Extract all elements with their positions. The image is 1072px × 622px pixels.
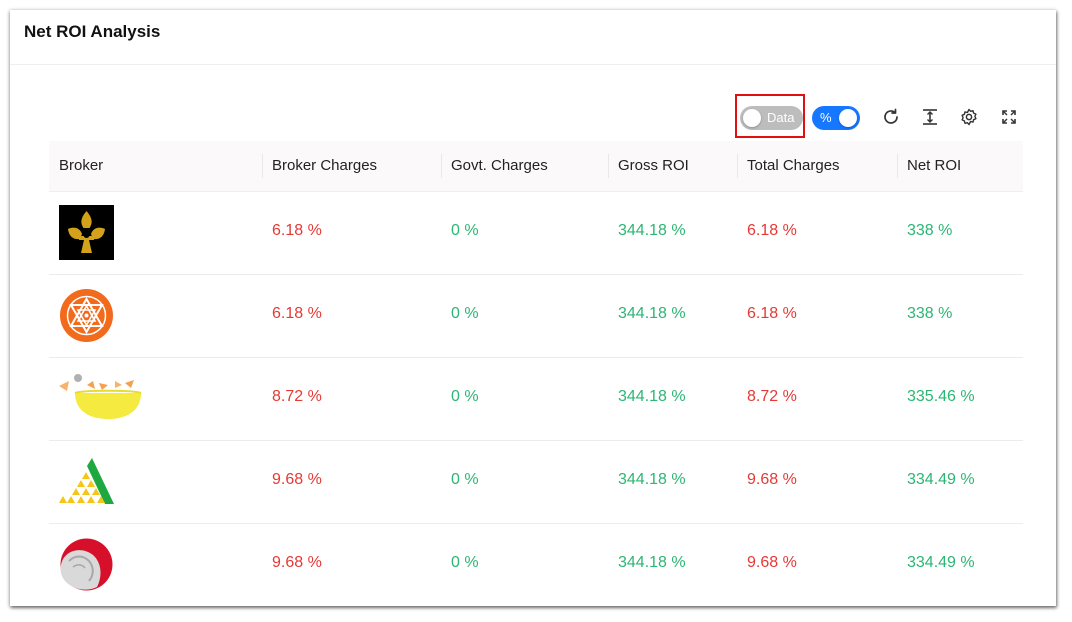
header-divider (10, 64, 1056, 65)
total-charges-value: 9.68 % (747, 554, 797, 571)
percent-toggle[interactable]: % (812, 106, 860, 130)
card-title: Net ROI Analysis (24, 22, 161, 41)
column-header-broker: Broker (59, 157, 104, 174)
broker-charges-value: 9.68 % (272, 554, 322, 571)
gross-roi-value: 344.18 % (618, 222, 686, 239)
triangle-logo (59, 454, 114, 509)
broker-charges-value: 6.18 % (272, 222, 322, 239)
data-toggle-label: Data (767, 110, 795, 125)
net-roi-card: Net ROI Analysis Data % Broker Broker Ch… (10, 10, 1056, 606)
toolbar: Data % (10, 94, 1056, 138)
column-separator (441, 154, 442, 178)
data-toggle[interactable]: Data (740, 106, 803, 130)
column-header-gross-roi: Gross ROI (618, 157, 689, 174)
govt-charges-value: 0 % (451, 554, 479, 571)
toggle-knob (743, 109, 761, 127)
net-roi-value: 335.46 % (907, 388, 975, 405)
net-roi-value: 334.49 % (907, 554, 975, 571)
sri-yantra-logo (59, 288, 114, 343)
table-row[interactable]: 8.72 % 0 % 344.18 % 8.72 % 335.46 % (49, 358, 1023, 441)
column-header-govt-charges: Govt. Charges (451, 157, 548, 174)
coin-logo (59, 537, 114, 592)
broker-charges-value: 6.18 % (272, 305, 322, 322)
total-charges-value: 6.18 % (747, 305, 797, 322)
table-row[interactable]: 6.18 % 0 % 344.18 % 6.18 % 338 % (49, 275, 1023, 358)
column-separator (737, 154, 738, 178)
column-separator (897, 154, 898, 178)
yellow-bowl-logo (59, 371, 142, 426)
total-charges-value: 6.18 % (747, 222, 797, 239)
column-separator (262, 154, 263, 178)
govt-charges-value: 0 % (451, 388, 479, 405)
column-header-net-roi: Net ROI (907, 157, 962, 174)
gross-roi-value: 344.18 % (618, 305, 686, 322)
column-height-icon[interactable] (919, 106, 941, 128)
percent-toggle-label: % (820, 110, 832, 125)
toggle-knob (839, 109, 857, 127)
govt-charges-value: 0 % (451, 222, 479, 239)
net-roi-value: 334.49 % (907, 471, 975, 488)
setting-icon[interactable] (958, 106, 980, 128)
net-roi-value: 338 % (907, 222, 953, 239)
column-separator (608, 154, 609, 178)
reload-icon[interactable] (880, 106, 902, 128)
total-charges-value: 9.68 % (747, 471, 797, 488)
table-row[interactable]: 9.68 % 0 % 344.18 % 9.68 % 334.49 % (49, 441, 1023, 524)
table-header: Broker Broker Charges Govt. Charges Gros… (49, 141, 1023, 192)
highlight-box (735, 94, 805, 138)
column-header-total-charges: Total Charges (747, 157, 840, 174)
net-roi-value: 338 % (907, 305, 953, 322)
gross-roi-value: 344.18 % (618, 388, 686, 405)
column-header-broker-charges: Broker Charges (272, 157, 378, 174)
table-row[interactable]: 9.68 % 0 % 344.18 % 9.68 % 334.49 % (49, 524, 1023, 606)
gross-roi-value: 344.18 % (618, 554, 686, 571)
govt-charges-value: 0 % (451, 305, 479, 322)
fleur-de-lis-logo (59, 205, 114, 260)
govt-charges-value: 0 % (451, 471, 479, 488)
broker-charges-value: 9.68 % (272, 471, 322, 488)
roi-table: Broker Broker Charges Govt. Charges Gros… (49, 141, 1023, 606)
total-charges-value: 8.72 % (747, 388, 797, 405)
broker-charges-value: 8.72 % (272, 388, 322, 405)
fullscreen-icon[interactable] (998, 106, 1020, 128)
gross-roi-value: 344.18 % (618, 471, 686, 488)
table-row[interactable]: 6.18 % 0 % 344.18 % 6.18 % 338 % (49, 192, 1023, 275)
